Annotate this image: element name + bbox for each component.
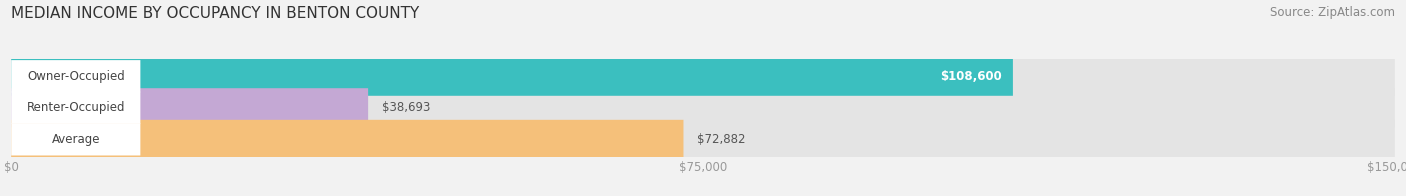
FancyBboxPatch shape xyxy=(11,92,141,124)
Text: $72,882: $72,882 xyxy=(697,133,745,146)
FancyBboxPatch shape xyxy=(11,120,1395,159)
Text: Source: ZipAtlas.com: Source: ZipAtlas.com xyxy=(1270,6,1395,19)
Text: MEDIAN INCOME BY OCCUPANCY IN BENTON COUNTY: MEDIAN INCOME BY OCCUPANCY IN BENTON COU… xyxy=(11,6,419,21)
Text: Renter-Occupied: Renter-Occupied xyxy=(27,101,125,114)
Text: Owner-Occupied: Owner-Occupied xyxy=(27,70,125,83)
FancyBboxPatch shape xyxy=(11,88,368,127)
FancyBboxPatch shape xyxy=(11,60,141,92)
FancyBboxPatch shape xyxy=(11,123,141,155)
FancyBboxPatch shape xyxy=(11,57,1012,96)
Text: $108,600: $108,600 xyxy=(941,70,1002,83)
FancyBboxPatch shape xyxy=(11,57,1395,96)
Text: $38,693: $38,693 xyxy=(382,101,430,114)
FancyBboxPatch shape xyxy=(11,88,1395,127)
Text: Average: Average xyxy=(52,133,100,146)
FancyBboxPatch shape xyxy=(11,120,683,159)
